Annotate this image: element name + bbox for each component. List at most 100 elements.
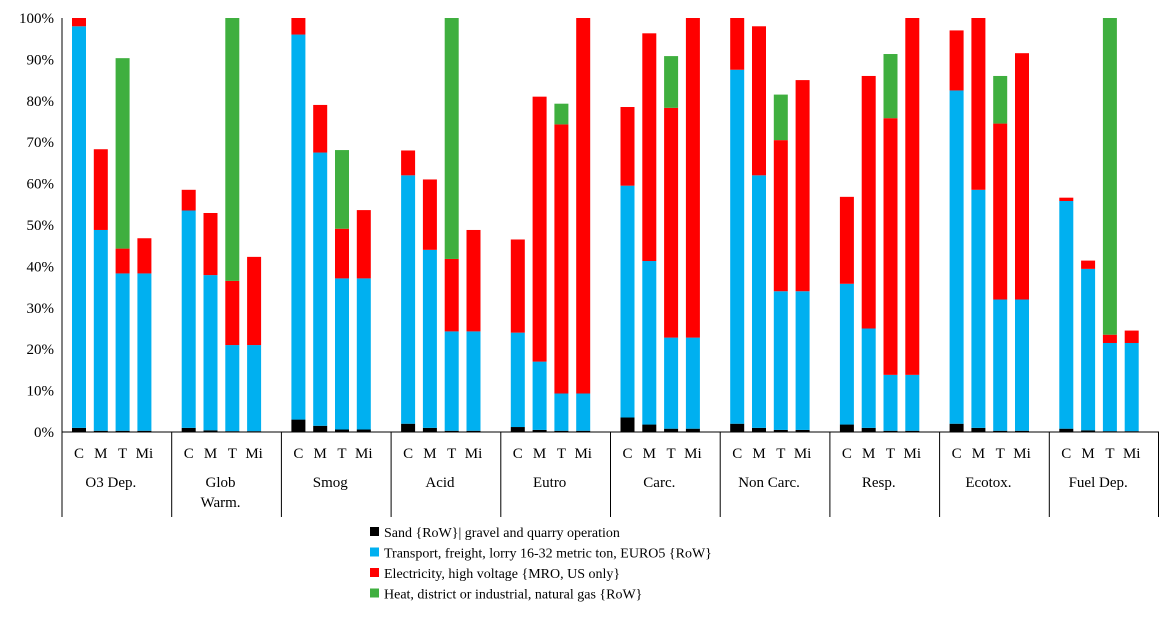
x-subcategory-label: M [423, 446, 436, 462]
bar-segment-sand [664, 428, 679, 432]
bar-segment-sand [422, 427, 437, 432]
bar-segment-electricity [1081, 260, 1096, 269]
bar-segment-transport [72, 26, 86, 428]
bar-segment-heat [993, 75, 1008, 124]
x-subcategory-label: C [952, 446, 962, 462]
x-subcategory-label: T [1105, 446, 1114, 462]
bar-segment-sand [773, 429, 788, 432]
x-subcategory-label: T [447, 446, 456, 462]
bar-segment-transport [422, 249, 437, 428]
bar-segment-transport [532, 361, 547, 430]
x-group-label: Smog [313, 475, 349, 491]
bar-segment-electricity [971, 18, 986, 190]
x-subcategory-label: M [643, 446, 656, 462]
bar-segment-electricity [225, 280, 240, 346]
legend-label-heat: Heat, district or industrial, natural ga… [384, 588, 642, 603]
bars [72, 18, 1139, 432]
y-tick-label: 20% [27, 342, 55, 358]
x-group-label: Fuel Dep. [1069, 475, 1128, 491]
bar-segment-sand [291, 419, 306, 432]
bar-segment-transport [620, 185, 635, 418]
bar-segment-transport [730, 69, 745, 424]
x-subcategory-label: M [204, 446, 217, 462]
x-subcategory-label: Mi [1123, 446, 1141, 462]
bar-segment-sand [203, 430, 218, 432]
bar-segment-electricity [1102, 334, 1117, 343]
x-subcategory-label: C [513, 446, 523, 462]
bar-segment-sand [356, 429, 371, 432]
bar-segment-transport [554, 393, 569, 431]
bar-segment-sand [93, 430, 108, 432]
bar-segment-electricity [905, 18, 920, 375]
x-subcategory-label: Mi [465, 446, 483, 462]
bar-segment-transport [313, 152, 328, 426]
bar-segment-sand [730, 423, 745, 432]
x-group-label: Acid [425, 475, 455, 491]
bar-segment-heat [664, 56, 679, 108]
bar-segment-electricity [335, 228, 349, 279]
bar-segment-sand [444, 430, 459, 432]
bar-segment-heat [1102, 18, 1117, 335]
bar-segment-sand [883, 430, 898, 432]
bar-segment-transport [356, 278, 371, 430]
x-subcategory-label: T [667, 446, 676, 462]
bar-segment-heat [554, 103, 569, 125]
legend-label-electricity: Electricity, high voltage {MRO, US only} [384, 567, 620, 582]
x-subcategory-label: T [337, 446, 346, 462]
legend-swatch-electricity [370, 568, 379, 577]
x-group-label: O3 Dep. [85, 475, 136, 491]
bar-segment-transport [115, 273, 130, 431]
bar-segment-transport [335, 278, 349, 430]
x-subcategory-label: Mi [684, 446, 702, 462]
bar-segment-transport [181, 210, 196, 428]
x-subcategory-label: Mi [1013, 446, 1031, 462]
bar-segment-transport [993, 299, 1008, 431]
bar-segment-electricity [554, 124, 569, 394]
x-group-label: Non Carc. [738, 475, 800, 491]
x-subcategory-label: Mi [136, 446, 154, 462]
x-subcategory-label: C [74, 446, 84, 462]
bar-segment-heat [115, 58, 130, 249]
bar-segment-electricity [993, 123, 1008, 300]
x-group-label: Carc. [643, 475, 675, 491]
bar-segment-transport [1102, 342, 1117, 432]
bar-segment-electricity [620, 107, 635, 186]
x-subcategory-label: C [842, 446, 852, 462]
y-tick-label: 40% [27, 259, 55, 275]
bar-segment-transport [642, 261, 657, 425]
x-subcategory-label: C [293, 446, 303, 462]
bar-segment-electricity [356, 210, 371, 279]
bar-segment-transport [93, 229, 108, 431]
bar-segment-sand [971, 427, 986, 432]
x-subcategory-label: M [533, 446, 546, 462]
bar-segment-heat [883, 54, 898, 119]
bar-segment-sand [554, 430, 569, 432]
bar-segment-electricity [839, 196, 854, 284]
bar-segment-transport [225, 345, 240, 432]
y-tick-label: 10% [27, 384, 55, 400]
x-subcategory-label: M [314, 446, 327, 462]
x-subcategory-label: C [622, 446, 632, 462]
legend-swatch-heat [370, 588, 379, 598]
bar-segment-sand [839, 424, 854, 432]
bar-segment-transport [291, 34, 306, 420]
bar-segment-transport [466, 331, 481, 431]
x-subcategory-label: M [752, 446, 765, 462]
bar-segment-sand [1081, 430, 1096, 432]
bar-segment-transport [861, 328, 876, 428]
y-tick-label: 90% [27, 52, 55, 68]
x-subcategory-label: Mi [245, 446, 263, 462]
bar-segment-sand [1059, 428, 1074, 432]
x-subcategory-label: Mi [355, 446, 373, 462]
bar-segment-electricity [1059, 197, 1074, 201]
bar-segment-transport [773, 291, 788, 430]
bar-segment-electricity [532, 96, 547, 362]
bar-segment-electricity [401, 150, 416, 176]
bar-segment-sand [993, 430, 1008, 432]
bar-segment-transport [576, 393, 591, 431]
legend-swatch-transport [370, 547, 379, 557]
bar-segment-sand [949, 423, 964, 432]
bar-segment-electricity [642, 33, 657, 262]
y-tick-label: 60% [27, 177, 55, 193]
